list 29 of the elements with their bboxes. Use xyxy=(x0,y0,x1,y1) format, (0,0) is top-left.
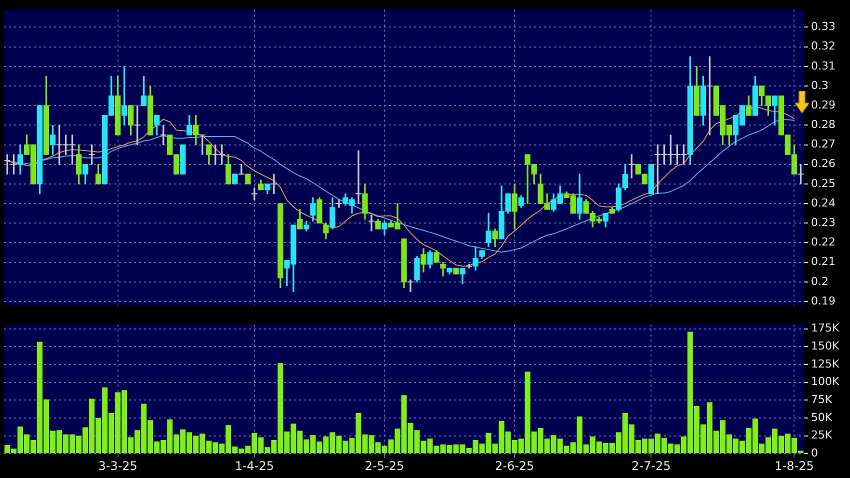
x-tick-label: 2-7-25 xyxy=(632,458,671,473)
y-tick-label: 0.2 xyxy=(811,274,828,288)
x-tick-label: 3-3-25 xyxy=(98,458,138,473)
y-tick-label: 50K xyxy=(811,410,833,424)
y-tick-label: 0.27 xyxy=(811,138,836,151)
y-tick-label: 0.32 xyxy=(811,40,836,53)
y-tick-label: 25K xyxy=(811,428,833,442)
y-tick-label: 0.31 xyxy=(811,59,836,72)
y-tick-label: 0.26 xyxy=(811,157,836,170)
x-tick-label: 1-4-25 xyxy=(234,458,274,473)
y-tick-label: 125K xyxy=(811,357,840,370)
y-tick-label: 175K xyxy=(811,322,840,335)
y-tick-label: 0.3 xyxy=(811,78,828,92)
x-tick-label: 2-6-25 xyxy=(494,458,534,473)
x-tick-label: 1-8-25 xyxy=(774,458,814,473)
y-tick-label: 0.22 xyxy=(811,236,836,249)
y-tick-label: 0.29 xyxy=(811,98,836,112)
y-tick-label: 100K xyxy=(811,375,840,388)
y-tick-label: 150K xyxy=(811,340,840,353)
y-tick-label: 75K xyxy=(811,393,833,406)
y-tick-label: 0.24 xyxy=(811,196,836,210)
y-tick-label: 0.21 xyxy=(811,255,836,268)
y-tick-label: 0.23 xyxy=(811,216,836,229)
y-tick-label: 0.25 xyxy=(811,176,836,190)
y-tick-label: 0.19 xyxy=(811,294,836,308)
y-tick-label: 0 xyxy=(811,446,818,460)
x-tick-label: 2-5-25 xyxy=(364,458,404,473)
y-tick-label: 0.33 xyxy=(811,20,836,34)
y-tick-label: 0.28 xyxy=(811,118,836,132)
